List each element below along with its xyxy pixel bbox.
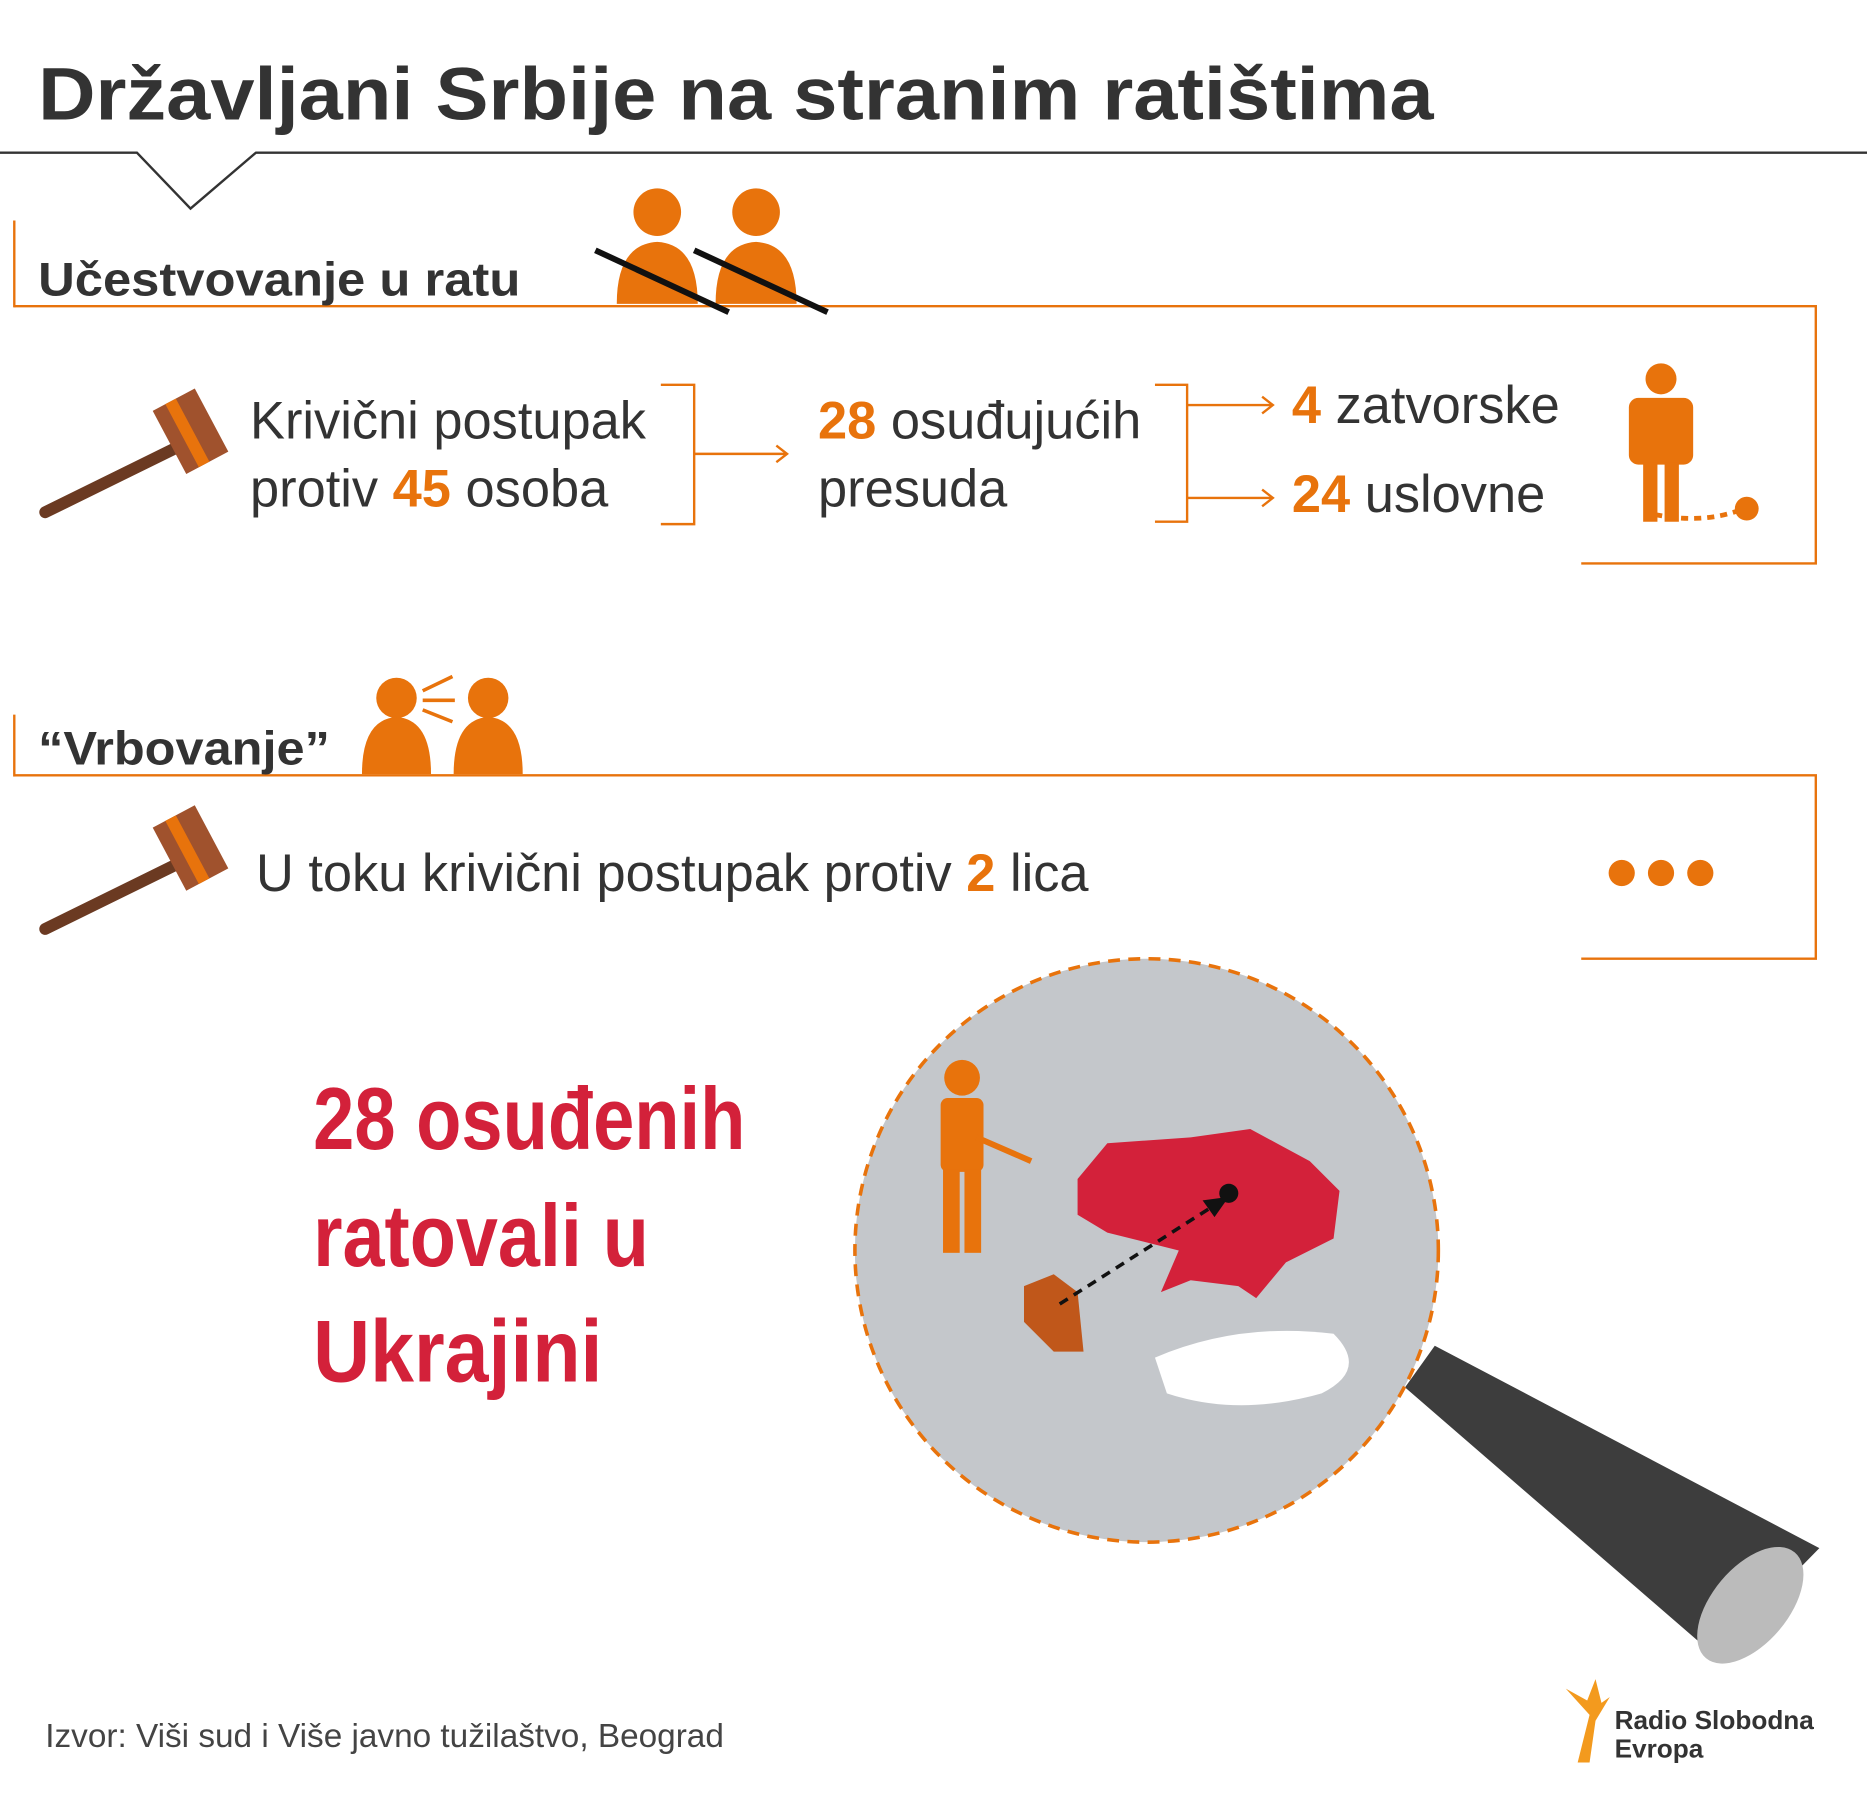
route xyxy=(1058,1203,1216,1306)
suspended: 24 uslovne xyxy=(1292,466,1545,524)
text: lica xyxy=(1010,845,1089,903)
section-box xyxy=(14,305,1817,565)
number: 2 xyxy=(966,845,995,903)
logo: Radio Slobodna Evropa xyxy=(1565,1679,1815,1764)
ukraine xyxy=(1077,1128,1340,1299)
brackets xyxy=(660,383,1275,526)
gavel-icon xyxy=(39,388,229,519)
magnifier-handle xyxy=(1405,1345,1820,1656)
text: osoba xyxy=(466,460,610,518)
text: zatvorske xyxy=(1336,377,1560,435)
title-rule xyxy=(0,151,1867,211)
number: 24 xyxy=(1292,466,1350,524)
recruit-icons xyxy=(361,674,523,775)
ellipsis-dots xyxy=(1608,859,1714,887)
source: Izvor: Viši sud i Više javno tužilaštvo,… xyxy=(45,1718,724,1755)
handle-end xyxy=(1697,1546,1804,1664)
logo-line: Evropa xyxy=(1615,1734,1704,1764)
number: 45 xyxy=(393,460,451,518)
route-arrow xyxy=(1202,1196,1229,1218)
soldier-icons xyxy=(594,188,829,315)
title: Državljani Srbije na stranim ratištima xyxy=(38,52,1435,135)
proceedings-line1: Krivični postupak xyxy=(250,392,647,450)
map-outline xyxy=(853,956,1441,1544)
highlight-line: ratovali u xyxy=(313,1186,649,1285)
prisoner-icon xyxy=(1628,363,1759,522)
route-end xyxy=(1219,1183,1239,1203)
text: osuđujućih xyxy=(891,392,1141,450)
highlight-line: Ukrajini xyxy=(313,1301,602,1400)
text: protiv xyxy=(250,460,379,518)
soldier-figure xyxy=(940,1059,1033,1253)
verdicts-line2: presuda xyxy=(818,460,1008,518)
verdicts-line1: 28 osuđujućih xyxy=(818,392,1141,450)
text: U toku krivični postupak protiv xyxy=(256,845,953,903)
gavel-icon xyxy=(39,805,229,935)
proceedings-line2: protiv 45 osoba xyxy=(250,460,609,518)
section-box xyxy=(14,774,1817,960)
text: uslovne xyxy=(1365,466,1546,524)
section-heading: “Vrbovanje” xyxy=(38,723,330,776)
serbia xyxy=(1023,1274,1084,1352)
prison: 4 zatvorske xyxy=(1292,377,1560,435)
highlight-line: 28 osuđenih xyxy=(313,1069,745,1168)
black-sea xyxy=(1154,1330,1349,1406)
number: 28 xyxy=(818,392,876,450)
number: 4 xyxy=(1292,377,1321,435)
logo-line: Radio Slobodna xyxy=(1615,1705,1815,1735)
section-heading: Učestvovanje u ratu xyxy=(38,254,520,307)
recruit-proceedings: U toku krivični postupak protiv 2 lica xyxy=(256,845,1089,903)
